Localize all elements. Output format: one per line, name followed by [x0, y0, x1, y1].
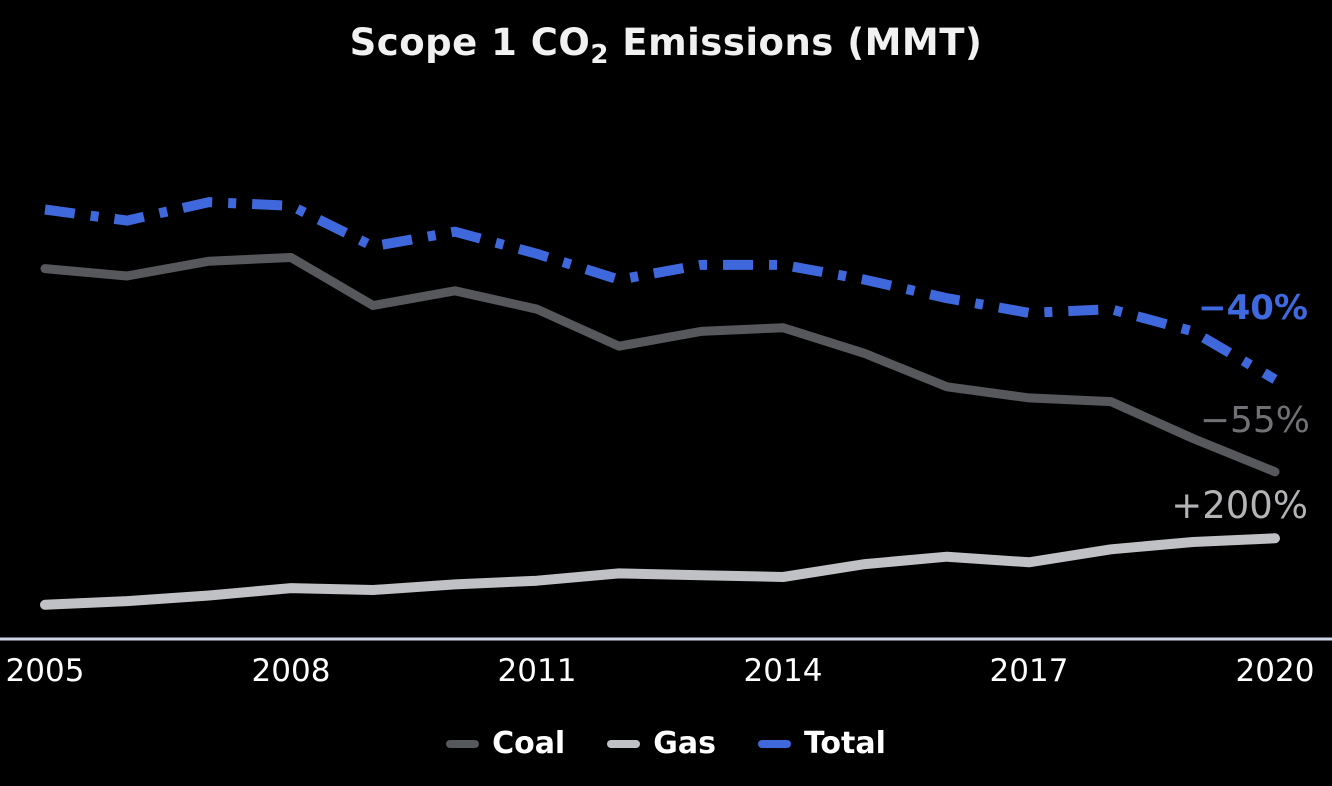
x-tick-label-2008: 2008 — [251, 653, 331, 689]
annotation-total-change: −40% — [1198, 288, 1308, 328]
chart-title-part1: Scope 1 CO — [349, 21, 591, 64]
legend-label-gas: Gas — [653, 726, 716, 761]
chart-title-part2: Emissions (MMT) — [608, 21, 983, 64]
annotation-coal-change: −55% — [1199, 400, 1310, 441]
x-tick-label-2017: 2017 — [989, 653, 1069, 689]
series-line-gas — [40, 533, 1280, 610]
legend: Coal Gas Total — [0, 729, 1332, 759]
annotation-gas-change: +200% — [1171, 484, 1308, 527]
x-tick-label-2014: 2014 — [743, 653, 823, 689]
legend-item-coal: Coal — [446, 729, 565, 759]
x-tick-label-2005: 2005 — [5, 653, 85, 689]
series-line-total — [44, 197, 1278, 384]
chart-title-subscript: 2 — [590, 40, 609, 70]
x-tick-label-2020: 2020 — [1235, 653, 1315, 689]
legend-swatch-coal — [446, 740, 480, 748]
chart-title: Scope 1 CO2 Emissions (MMT) — [0, 21, 1332, 68]
legend-label-total: Total — [803, 726, 886, 761]
x-tick-label-2011: 2011 — [497, 653, 577, 689]
legend-item-total: Total — [757, 726, 886, 761]
legend-swatch-total — [757, 740, 791, 748]
legend-swatch-gas — [607, 740, 641, 748]
series-line-coal — [40, 253, 1280, 477]
legend-item-gas: Gas — [607, 729, 716, 759]
legend-label-coal: Coal — [492, 726, 566, 761]
